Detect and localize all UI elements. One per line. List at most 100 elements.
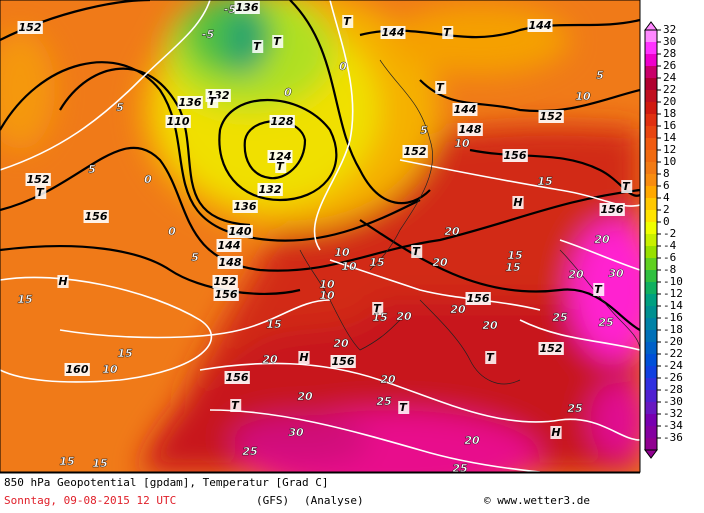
colorbar-label: 16: [663, 119, 676, 132]
colorbar-label: 4: [663, 191, 670, 204]
colorbar-label: 30: [663, 35, 676, 48]
colorbar-label: 10: [663, 155, 676, 168]
colorbar-cell: [645, 258, 657, 270]
colorbar-label: 2: [663, 203, 670, 216]
label-background: [57, 275, 69, 288]
colorbar-cell: [645, 402, 657, 414]
map-label: 20: [482, 319, 498, 332]
colorbar-label: 28: [663, 47, 676, 60]
map-label: 156: [226, 371, 249, 384]
map-label: 5: [420, 124, 428, 137]
colorbar-cell: [645, 222, 657, 234]
label-background: [269, 115, 295, 128]
map-label: 128: [271, 115, 294, 128]
label-background: [252, 40, 264, 53]
caption-credit: © www.wetter3.de: [484, 494, 590, 507]
map-label: 20: [333, 337, 349, 350]
map-label: 15: [266, 318, 282, 331]
label-background: [330, 355, 356, 368]
map-label: 156: [504, 149, 527, 162]
colorbar-cell: [645, 150, 657, 162]
colorbar-label: -32: [663, 407, 683, 420]
map-labels: 152-5136-5TTT144T14400136132T11050T51521…: [17, 1, 633, 472]
map-label: 0: [284, 86, 292, 99]
map-label: 15: [92, 457, 108, 470]
map-label: 10: [334, 246, 350, 259]
label-background: [485, 351, 497, 364]
map-label: 30: [288, 426, 304, 439]
colorbar-label: 8: [663, 167, 670, 180]
map-frame: [0, 0, 641, 473]
map-label: 136: [179, 96, 202, 109]
colorbar-cell: [645, 174, 657, 186]
map-label: 15: [537, 175, 553, 188]
label-background: [380, 26, 406, 39]
map-label: T: [276, 160, 285, 173]
map-label: 25: [242, 445, 258, 458]
colorbar-label: -12: [663, 287, 683, 300]
colorbar-label: -30: [663, 395, 683, 408]
caption-run: (Analyse): [304, 494, 364, 507]
colorbar-label: 18: [663, 107, 676, 120]
map-label: T: [594, 283, 603, 296]
label-background: [217, 256, 243, 269]
colorbar-cell: [645, 234, 657, 246]
map-label: 144: [454, 103, 477, 116]
colorbar-cell: [645, 390, 657, 402]
colorbar-cell: [645, 294, 657, 306]
colorbar-label: -34: [663, 419, 683, 432]
map-label: 10: [319, 289, 335, 302]
colorbar-cell: [645, 246, 657, 258]
colorbar-cell: [645, 438, 657, 450]
label-background: [232, 200, 258, 213]
map-label: 136: [234, 200, 257, 213]
map-label: 20: [297, 390, 313, 403]
label-background: [165, 115, 191, 128]
map-label: 20: [464, 434, 480, 447]
map-label: 148: [219, 256, 242, 269]
colorbar-cell: [645, 114, 657, 126]
caption-date: Sonntag, 09-08-2015 12 UTC: [4, 494, 176, 507]
map-label: 156: [215, 288, 238, 301]
map-label: 156: [85, 210, 108, 223]
map-label: 15: [117, 347, 133, 360]
map-label: 124: [269, 150, 292, 163]
label-background: [435, 81, 447, 94]
colorbar-label: -10: [663, 275, 683, 288]
map-label: 15: [505, 261, 521, 274]
map-label: 20: [450, 303, 466, 316]
map-label: 144: [218, 239, 241, 252]
colorbar-arrow-bottom: [644, 449, 658, 459]
map-label: 152: [540, 110, 563, 123]
colorbar-label: -6: [663, 251, 676, 264]
caption-model: (GFS): [256, 494, 289, 507]
map-label: T: [486, 351, 495, 364]
colorbar-cell: [645, 306, 657, 318]
colorbar-label: -22: [663, 347, 683, 360]
label-background: [35, 186, 47, 199]
map-label: 152: [27, 173, 50, 186]
colorbar-label: 20: [663, 95, 676, 108]
colorbar-cell: [645, 162, 657, 174]
map-label: 0: [339, 60, 347, 73]
label-background: [398, 401, 410, 414]
label-background: [177, 96, 203, 109]
colorbar-cell: [645, 354, 657, 366]
colorbar-label: -20: [663, 335, 683, 348]
map-label: T: [373, 302, 382, 315]
map-label: H: [551, 426, 560, 439]
label-background: [216, 239, 242, 252]
map-label: 25: [598, 316, 614, 329]
map-label: 20: [432, 256, 448, 269]
map-label: T: [208, 95, 217, 108]
map-label: T: [399, 401, 408, 414]
colorbar-label: 26: [663, 59, 676, 72]
label-background: [512, 196, 524, 209]
colorbar-cell: [645, 330, 657, 342]
label-background: [213, 288, 239, 301]
colorbar-label: -18: [663, 323, 683, 336]
map-label: 10: [319, 278, 335, 291]
map-label: T: [253, 40, 262, 53]
